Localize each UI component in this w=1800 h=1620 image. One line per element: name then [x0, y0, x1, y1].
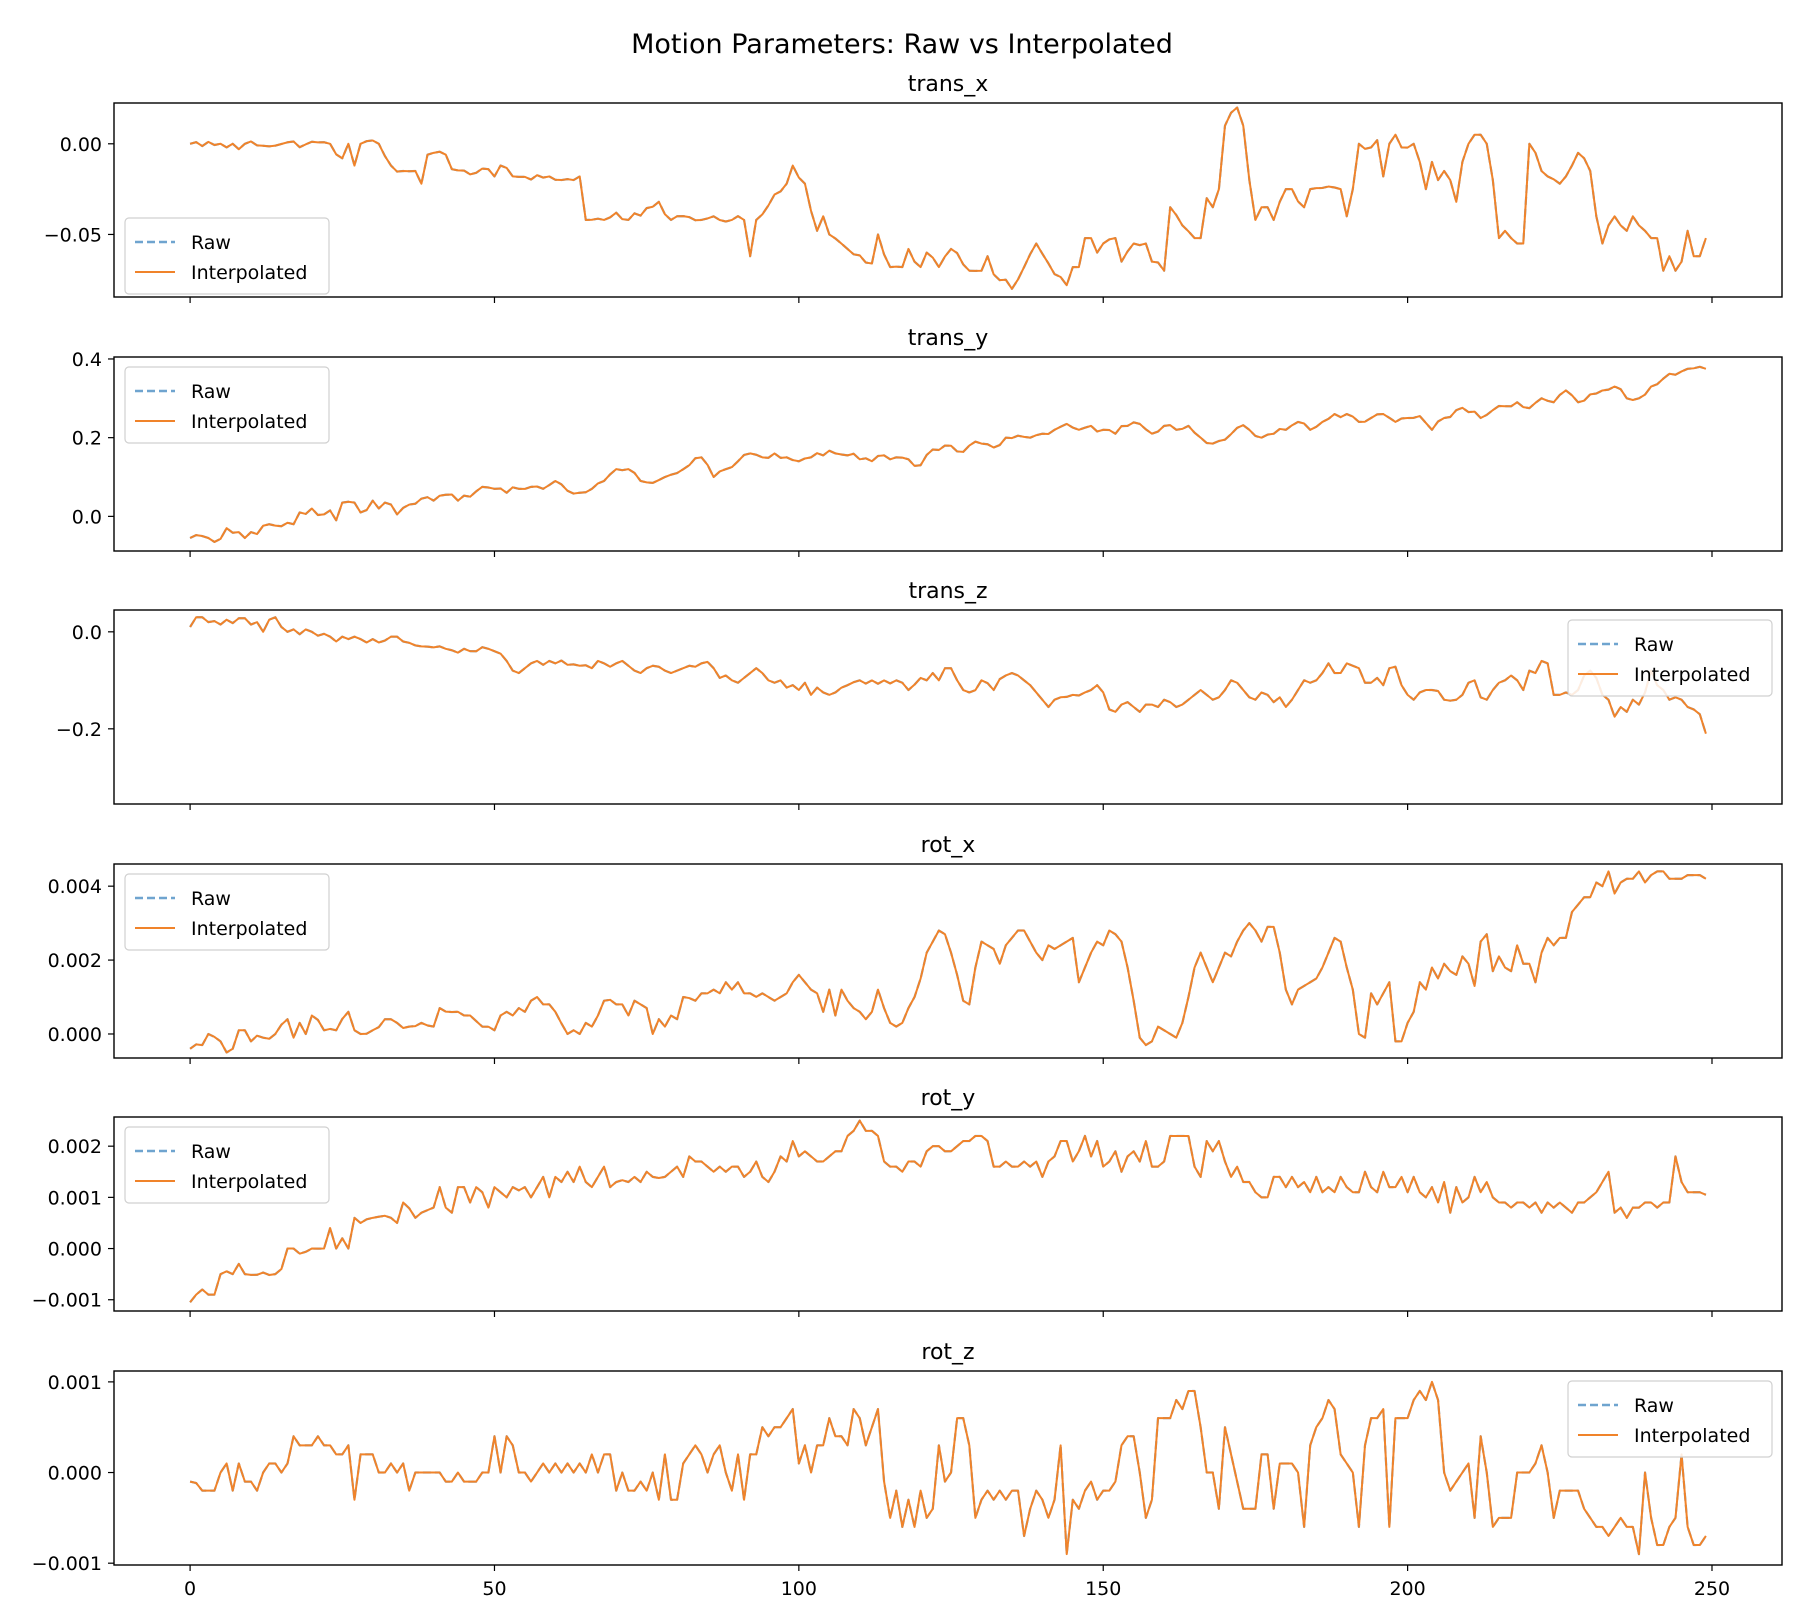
- y-tick-label: 0.002: [48, 950, 102, 972]
- axes-frame: [113, 609, 1783, 805]
- legend-label-raw: Raw: [191, 888, 231, 910]
- raw-series-line: [189, 1119, 1707, 1303]
- legend: Raw Interpolated: [124, 873, 330, 951]
- subplot-trans_x: trans_x 0.00 −0.05 Raw Interpolated: [44, 72, 1783, 303]
- interpolated-series-line: [189, 870, 1707, 1054]
- axes-frame: [113, 356, 1783, 552]
- y-tick-label: 0.000: [48, 1024, 102, 1046]
- legend-box: [124, 366, 330, 444]
- y-tick-label: 0.001: [48, 1187, 102, 1209]
- y-tick-label: 0.2: [72, 428, 102, 450]
- y-tick-label: 0.000: [48, 1463, 102, 1485]
- subplot-title: trans_z: [908, 579, 987, 604]
- y-tick-label: −0.05: [44, 224, 102, 246]
- subplot-title: rot_z: [921, 1340, 974, 1365]
- legend-label-interpolated: Interpolated: [1634, 664, 1750, 686]
- y-tick-label: 0.004: [48, 876, 102, 898]
- subplot-rot_x: rot_x 0.004 0.002 0.000 Raw Interpolated: [48, 833, 1783, 1064]
- legend-label-interpolated: Interpolated: [1634, 1425, 1750, 1447]
- legend: Raw Interpolated: [124, 1126, 330, 1204]
- legend: Raw Interpolated: [1567, 1380, 1773, 1458]
- subplot-title: rot_y: [921, 1086, 976, 1111]
- interpolated-series-line: [189, 616, 1707, 734]
- legend-box: [1567, 1380, 1773, 1458]
- subplot-trans_y: trans_y 0.4 0.2 0.0 Raw Interpolated: [72, 326, 1783, 557]
- y-tick-label: −0.001: [32, 1290, 102, 1312]
- legend-box: [124, 217, 330, 295]
- x-tick-label: 100: [781, 1578, 817, 1600]
- subplot-rot_y: rot_y 0.002 0.001 0.000 −0.001 Raw Interpolate…: [32, 1086, 1783, 1317]
- legend-label-interpolated: Interpolated: [191, 918, 307, 940]
- y-tick-label: 0.4: [72, 349, 102, 371]
- interpolated-series-line: [189, 106, 1707, 290]
- y-tick-label: 0.002: [48, 1136, 102, 1158]
- legend-box: [1567, 619, 1773, 697]
- figure-title: Motion Parameters: Raw vs Interpolated: [631, 29, 1173, 60]
- axes-frame: [113, 1116, 1783, 1312]
- legend-label-raw: Raw: [191, 232, 231, 254]
- x-tick-label: 200: [1389, 1578, 1425, 1600]
- legend-box: [124, 1126, 330, 1204]
- legend-box: [124, 873, 330, 951]
- y-tick-label: 0.000: [48, 1239, 102, 1261]
- x-tick-label: 150: [1085, 1578, 1121, 1600]
- y-tick-label: 0.0: [72, 622, 102, 644]
- interpolated-series-line: [189, 365, 1707, 543]
- subplot-title: rot_x: [921, 833, 976, 858]
- legend-label-interpolated: Interpolated: [191, 411, 307, 433]
- x-tick-label: 0: [184, 1578, 196, 1600]
- y-tick-label: −0.001: [32, 1553, 102, 1575]
- raw-series-line: [189, 365, 1707, 544]
- y-tick-label: 0.0: [72, 506, 102, 528]
- subplot-title: trans_x: [908, 72, 989, 97]
- interpolated-series-line: [189, 1380, 1707, 1556]
- legend-label-interpolated: Interpolated: [191, 262, 307, 284]
- subplot-title: trans_y: [908, 326, 989, 351]
- legend: Raw Interpolated: [124, 366, 330, 444]
- y-tick-label: −0.2: [56, 719, 102, 741]
- legend: Raw Interpolated: [124, 217, 330, 295]
- legend-label-raw: Raw: [191, 1141, 231, 1163]
- interpolated-series-line: [189, 1119, 1707, 1303]
- axes-frame: [113, 863, 1783, 1059]
- raw-series-line: [189, 616, 1707, 734]
- subplot-rot_z: rot_z 0.001 0.000 −0.001 0 50 100 150 200 250 Raw I…: [32, 1340, 1783, 1600]
- x-tick-label: 250: [1694, 1578, 1730, 1600]
- axes-frame: [113, 102, 1783, 298]
- y-tick-label: 0.00: [60, 134, 102, 156]
- legend: Raw Interpolated: [1567, 619, 1773, 697]
- y-tick-label: 0.001: [48, 1372, 102, 1394]
- axes-frame: [113, 1370, 1783, 1566]
- legend-label-raw: Raw: [1634, 1395, 1674, 1417]
- legend-label-interpolated: Interpolated: [191, 1171, 307, 1193]
- legend-label-raw: Raw: [191, 381, 231, 403]
- subplot-trans_z: trans_z 0.0 −0.2 Raw Interpolated: [56, 579, 1783, 810]
- x-tick-label: 50: [482, 1578, 506, 1600]
- legend-label-raw: Raw: [1634, 634, 1674, 656]
